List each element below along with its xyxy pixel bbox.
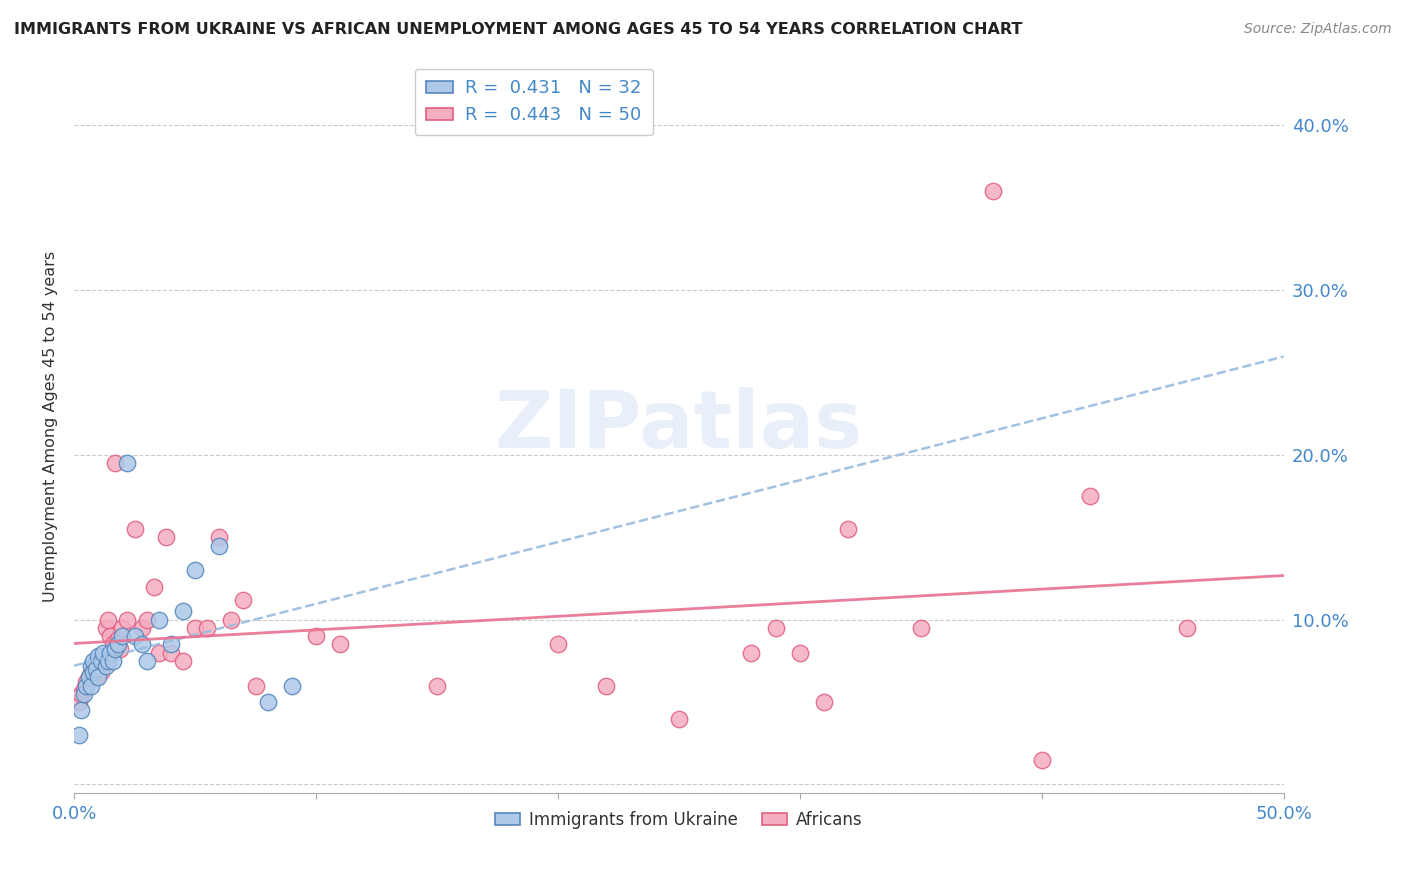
Point (329, 637, 352, 651)
Point (135, 613, 157, 627)
Point (94, 621, 117, 635)
Point (82, 665, 104, 680)
Point (94, 658, 117, 673)
Point (67, 695, 90, 709)
Point (1031, 753, 1053, 767)
Point (981, 185, 1004, 199)
Point (97, 654, 120, 668)
Point (172, 654, 194, 668)
Point (184, 621, 207, 635)
Text: ZIPatlas: ZIPatlas (495, 387, 863, 465)
Point (108, 642, 131, 657)
Point (97, 613, 120, 627)
Point (73, 687, 96, 701)
Point (148, 613, 170, 627)
Point (160, 646, 183, 660)
Point (90, 665, 112, 680)
Point (75, 675, 97, 690)
Point (100, 646, 122, 660)
Point (172, 604, 194, 618)
Point (910, 621, 932, 635)
Text: IMMIGRANTS FROM UKRAINE VS AFRICAN UNEMPLOYMENT AMONG AGES 45 TO 54 YEARS CORREL: IMMIGRANTS FROM UKRAINE VS AFRICAN UNEMP… (14, 22, 1022, 37)
Point (101, 637, 124, 651)
Point (107, 632, 129, 647)
Point (70, 687, 93, 701)
Point (184, 563, 207, 577)
Point (87, 658, 110, 673)
Point (740, 646, 762, 660)
Point (67, 728, 90, 742)
Point (104, 456, 127, 470)
Point (107, 637, 129, 651)
Point (100, 629, 122, 643)
Point (789, 646, 811, 660)
Point (595, 679, 617, 693)
Legend: Immigrants from Ukraine, Africans: Immigrants from Ukraine, Africans (489, 805, 869, 836)
Point (91, 646, 114, 660)
Point (281, 679, 304, 693)
Point (87, 648, 110, 663)
Point (208, 539, 231, 553)
Text: Source: ZipAtlas.com: Source: ZipAtlas.com (1244, 22, 1392, 37)
Point (80, 658, 103, 673)
Point (148, 646, 170, 660)
Point (426, 679, 449, 693)
Point (131, 637, 153, 651)
Point (232, 593, 254, 607)
Point (75, 679, 97, 693)
Point (117, 456, 139, 470)
Point (82, 662, 104, 676)
Point (155, 530, 177, 544)
Point (73, 681, 96, 696)
Point (547, 637, 569, 651)
Point (84, 662, 107, 676)
Point (111, 621, 134, 635)
Point (82, 654, 104, 668)
Point (77, 670, 100, 684)
Point (1078, 489, 1101, 503)
Point (91, 654, 114, 668)
Point (305, 629, 328, 643)
Point (87, 670, 110, 684)
Point (142, 580, 165, 594)
Point (765, 621, 787, 635)
Point (837, 522, 859, 536)
Point (124, 522, 146, 536)
Point (70, 703, 93, 717)
Y-axis label: Unemployment Among Ages 45 to 54 years: Unemployment Among Ages 45 to 54 years (44, 251, 58, 602)
Point (208, 530, 231, 544)
Point (80, 679, 103, 693)
Point (131, 621, 153, 635)
Point (813, 695, 835, 709)
Point (256, 695, 278, 709)
Point (84, 670, 107, 684)
Point (77, 670, 100, 684)
Point (124, 629, 146, 643)
Point (221, 613, 243, 627)
Point (90, 654, 112, 668)
Point (1175, 621, 1198, 635)
Point (117, 613, 139, 627)
Point (135, 654, 157, 668)
Point (80, 665, 103, 680)
Point (195, 621, 218, 635)
Point (668, 712, 690, 726)
Point (104, 642, 127, 657)
Point (101, 654, 124, 668)
Point (245, 679, 267, 693)
Point (160, 637, 183, 651)
Point (111, 629, 134, 643)
